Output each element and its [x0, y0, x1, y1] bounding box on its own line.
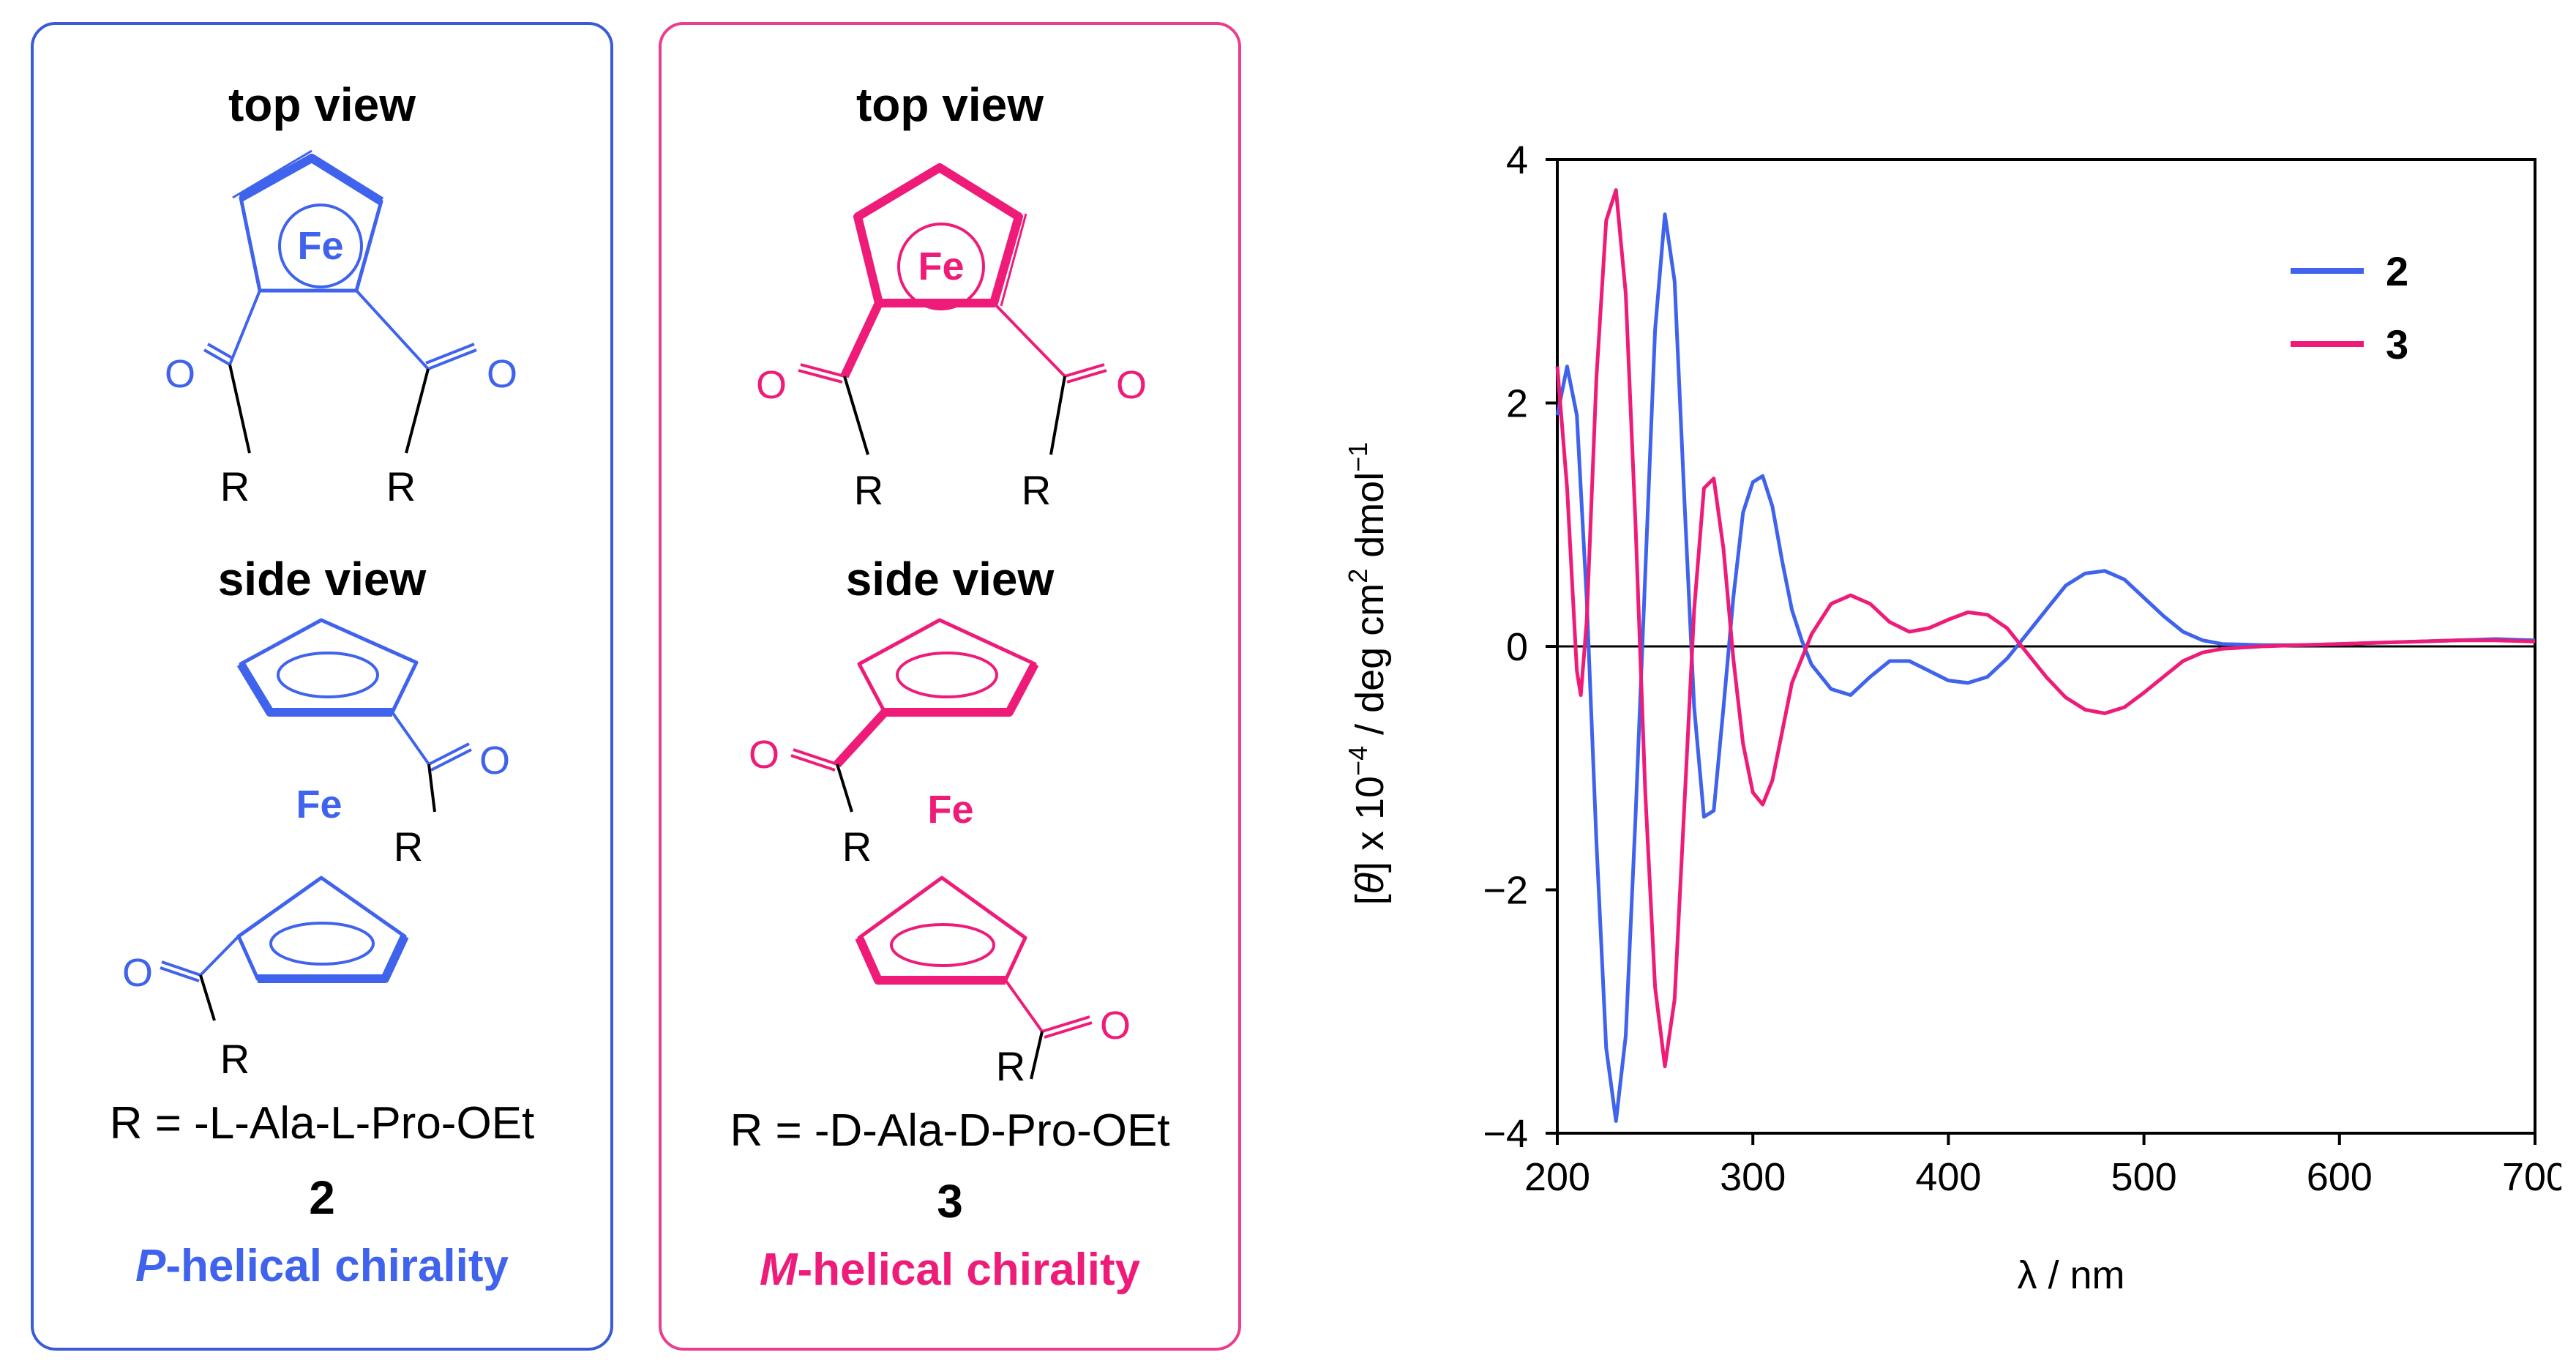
- oxygen-label: O: [122, 951, 153, 995]
- y-title-exponent: 2: [1343, 569, 1373, 583]
- legend-label-3: 3: [2386, 321, 2408, 367]
- x-axis-title: λ / nm: [2017, 1253, 2124, 1297]
- compound-number: 2: [34, 1171, 610, 1225]
- chirality-label: P-helical chirality: [34, 1240, 610, 1292]
- chirality-suffix: -helical chirality: [165, 1241, 509, 1291]
- y-tick-label: 2: [1506, 382, 1528, 426]
- r-group-label: R: [842, 824, 872, 870]
- y-tick-label: −2: [1483, 869, 1528, 913]
- y-tick-label: −4: [1483, 1112, 1528, 1156]
- side-view-label: side view: [662, 552, 1238, 606]
- ferrocene-p-structure: Fe O O O Fe O R R R R: [34, 25, 616, 1354]
- compound-number: 3: [662, 1174, 1238, 1228]
- fe-atom-top: Fe: [918, 245, 964, 288]
- chirality-prefix: P: [135, 1241, 165, 1291]
- y-axis-title: [θ] x 10−4 / deg cm2 dmol−1: [1343, 442, 1392, 906]
- chirality-suffix: -helical chirality: [798, 1244, 1141, 1295]
- r-group-label: R: [996, 1043, 1025, 1089]
- legend-label-2: 2: [2386, 248, 2408, 294]
- fe-atom-side: Fe: [296, 783, 342, 826]
- y-title-part: dmol: [1348, 472, 1392, 569]
- r-group-label: R: [220, 1036, 250, 1082]
- y-title-theta: θ: [1348, 873, 1392, 894]
- y-title-part: ] x 10: [1348, 776, 1392, 873]
- y-title-part: [: [1348, 894, 1392, 905]
- panel-compound-3: top view Fe: [659, 22, 1241, 1351]
- x-tick-label: 200: [1524, 1155, 1590, 1199]
- x-tick-label: 700: [2502, 1155, 2561, 1199]
- y-tick-label: 4: [1506, 138, 1528, 182]
- r-group-label: R: [386, 463, 416, 510]
- r-group-label: R: [1022, 467, 1051, 513]
- plot-area: 200 300 400 500 600 700 −4 −2 0 2 4 2 3: [1483, 138, 2561, 1199]
- side-view-label: side view: [34, 552, 610, 606]
- chirality-prefix: M: [760, 1244, 798, 1295]
- r-definition: R = -L-Ala-L-Pro-OEt: [34, 1097, 610, 1149]
- oxygen-label: O: [756, 363, 787, 407]
- fe-atom-side: Fe: [927, 788, 973, 832]
- x-tick-label: 400: [1915, 1155, 1981, 1199]
- x-tick-label: 300: [1720, 1155, 1786, 1199]
- panel-compound-2: top view Fe O O: [31, 22, 613, 1351]
- oxygen-label: O: [165, 352, 195, 396]
- oxygen-label: O: [487, 352, 517, 396]
- oxygen-label: O: [1100, 1004, 1131, 1048]
- r-definition: R = -D-Ala-D-Pro-OEt: [662, 1105, 1238, 1157]
- chirality-label: M-helical chirality: [662, 1244, 1238, 1296]
- y-title-part: / deg cm: [1348, 583, 1392, 746]
- r-group-label: R: [394, 824, 423, 870]
- y-tick-label: 0: [1506, 625, 1528, 669]
- r-group-label: R: [854, 467, 883, 513]
- r-group-label: R: [220, 463, 250, 510]
- y-title-exponent: −1: [1343, 442, 1373, 472]
- x-tick-label: 600: [2307, 1155, 2373, 1199]
- oxygen-label: O: [1116, 363, 1147, 407]
- y-title-exponent: −4: [1343, 746, 1373, 776]
- x-tick-label: 500: [2111, 1155, 2177, 1199]
- oxygen-label: O: [479, 739, 510, 783]
- oxygen-label: O: [749, 733, 779, 777]
- fe-atom-top: Fe: [297, 224, 343, 268]
